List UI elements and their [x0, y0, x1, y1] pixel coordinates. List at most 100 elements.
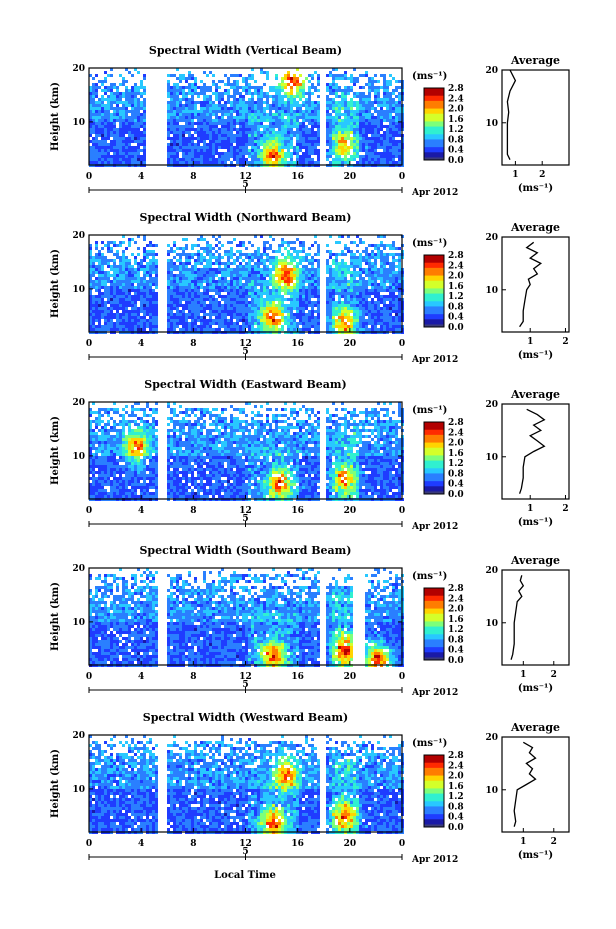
heatmap-cell	[314, 289, 317, 292]
heatmap-cell	[185, 110, 188, 113]
heatmap-cell	[122, 277, 125, 280]
heatmap-cell	[143, 122, 146, 125]
heatmap-cell	[146, 301, 149, 304]
heatmap-cell	[392, 92, 395, 95]
heatmap-cell	[317, 298, 320, 301]
heatmap-cell	[335, 152, 338, 155]
heatmap-cell	[263, 325, 266, 328]
heatmap-cell	[242, 244, 245, 247]
heatmap-cell	[269, 149, 272, 152]
heatmap-cell	[281, 149, 284, 152]
heatmap-cell	[143, 310, 146, 313]
heatmap-cell	[377, 98, 380, 101]
heatmap-cell	[281, 274, 284, 277]
heatmap-cell	[176, 68, 179, 71]
heatmap-cell	[389, 107, 392, 110]
heatmap-cell	[197, 313, 200, 316]
heatmap-cell	[311, 274, 314, 277]
heatmap-cell	[344, 149, 347, 152]
heatmap-cell	[368, 86, 371, 89]
heatmap-cell	[185, 158, 188, 161]
heatmap-cell	[338, 146, 341, 149]
heatmap-cell	[356, 313, 359, 316]
heatmap-cell	[128, 241, 131, 244]
heatmap-cell	[215, 310, 218, 313]
heatmap-cell	[353, 155, 356, 158]
heatmap-cell	[227, 98, 230, 101]
heatmap-cell	[338, 319, 341, 322]
heatmap-cell	[344, 92, 347, 95]
heatmap-cell	[98, 158, 101, 161]
heatmap-cell	[341, 310, 344, 313]
heatmap-cell	[374, 262, 377, 265]
heatmap-cell	[239, 250, 242, 253]
heatmap-cell	[206, 247, 209, 250]
heatmap-cell	[200, 92, 203, 95]
heatmap-cell	[173, 316, 176, 319]
heatmap-cell	[197, 125, 200, 128]
heatmap-cell	[353, 125, 356, 128]
heatmap-cell	[389, 119, 392, 122]
heatmap-cell	[299, 131, 302, 134]
heatmap-cell	[287, 304, 290, 307]
heatmap-cell	[134, 271, 137, 274]
heatmap-cell	[116, 274, 119, 277]
heatmap-cell	[233, 158, 236, 161]
x-tick-label: 0	[86, 172, 92, 182]
heatmap-cell	[107, 113, 110, 116]
heatmap-cell	[146, 271, 149, 274]
heatmap-cell	[242, 86, 245, 89]
heatmap-cell	[239, 262, 242, 265]
heatmap-cell	[116, 92, 119, 95]
heatmap-cell	[245, 253, 248, 256]
heatmap-cell	[134, 113, 137, 116]
heatmap-cell	[347, 271, 350, 274]
heatmap-cell	[197, 325, 200, 328]
colorbar-band	[424, 113, 444, 117]
heatmap-cell	[179, 98, 182, 101]
heatmap-cell	[176, 274, 179, 277]
heatmap-cell	[95, 155, 98, 158]
heatmap-cell	[182, 265, 185, 268]
heatmap-cell	[128, 268, 131, 271]
heatmap-cell	[176, 259, 179, 262]
heatmap-cell	[224, 134, 227, 137]
heatmap-cell	[377, 119, 380, 122]
heatmap-cell	[110, 313, 113, 316]
heatmap-cell	[317, 295, 320, 298]
heatmap-cell	[182, 107, 185, 110]
heatmap-cell	[347, 113, 350, 116]
heatmap-cell	[326, 280, 329, 283]
heatmap-cell	[149, 298, 152, 301]
heatmap-cell	[275, 107, 278, 110]
heatmap-cell	[308, 137, 311, 140]
heatmap-cell	[98, 271, 101, 274]
heatmap-cell	[335, 259, 338, 262]
heatmap-cell	[305, 146, 308, 149]
heatmap-cell	[113, 110, 116, 113]
heatmap-cell	[224, 140, 227, 143]
heatmap-cell	[125, 292, 128, 295]
heatmap-cell	[251, 304, 254, 307]
heatmap-cell	[371, 256, 374, 259]
heatmap-cell	[185, 265, 188, 268]
heatmap-cell	[113, 125, 116, 128]
heatmap-cell	[377, 158, 380, 161]
heatmap-cell	[233, 137, 236, 140]
heatmap-cell	[173, 89, 176, 92]
heatmap-cell	[119, 110, 122, 113]
heatmap-cell	[113, 280, 116, 283]
heatmap-cell	[188, 110, 191, 113]
heatmap-cell	[350, 116, 353, 119]
heatmap-cell	[203, 301, 206, 304]
heatmap-cell	[296, 77, 299, 80]
heatmap-cell	[257, 274, 260, 277]
heatmap-cell	[275, 259, 278, 262]
heatmap-cell	[293, 328, 296, 331]
heatmap-cell	[134, 104, 137, 107]
heatmap-cell	[116, 283, 119, 286]
heatmap-cell	[365, 107, 368, 110]
heatmap-cell	[311, 304, 314, 307]
heatmap-cell	[245, 304, 248, 307]
heatmap-cell	[209, 146, 212, 149]
